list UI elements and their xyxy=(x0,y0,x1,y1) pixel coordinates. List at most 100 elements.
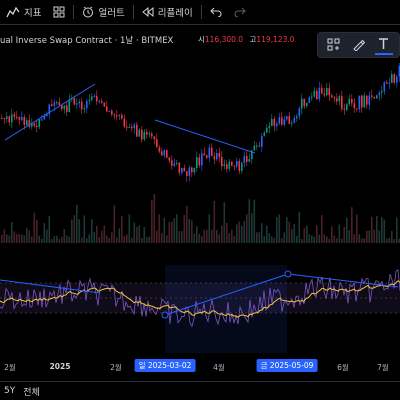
volume-bar xyxy=(236,224,238,243)
candle-body xyxy=(236,160,238,167)
volume-bar xyxy=(343,226,346,243)
volume-bar xyxy=(101,230,103,243)
candle-body xyxy=(198,157,201,166)
candle-body xyxy=(51,104,53,106)
volume-bar xyxy=(311,235,313,243)
candle-body xyxy=(148,133,151,135)
candle-body xyxy=(271,118,273,126)
volume-bar xyxy=(336,238,338,243)
volume-bar xyxy=(111,232,113,243)
volume-bar xyxy=(396,217,398,243)
candle-body xyxy=(163,150,166,156)
candle-body xyxy=(238,160,241,171)
trendline xyxy=(154,119,256,154)
candle-body xyxy=(188,167,191,176)
candle-body xyxy=(226,164,228,169)
volume-bar xyxy=(131,237,133,243)
volume-bar xyxy=(48,216,51,243)
text-tool-button[interactable] xyxy=(374,35,393,55)
volume-bar xyxy=(26,227,28,243)
candle-body xyxy=(321,87,323,94)
candle-body xyxy=(316,90,318,100)
candle-body xyxy=(3,118,6,120)
candle-body xyxy=(283,119,286,125)
candle-body xyxy=(336,98,338,102)
candle-body xyxy=(133,124,136,129)
candle-body xyxy=(123,118,126,127)
volume-bar xyxy=(316,225,318,243)
brush-tool-button[interactable] xyxy=(350,35,368,55)
candle-body xyxy=(281,117,283,125)
candle-body xyxy=(113,114,116,116)
object-tree-button[interactable] xyxy=(325,35,343,55)
open-value: 116,300.0 xyxy=(204,35,244,44)
candle-body xyxy=(118,114,121,116)
candle-body xyxy=(201,153,203,166)
indicators-label: 지표 xyxy=(24,8,42,19)
candle-body xyxy=(208,147,211,158)
time-axis[interactable]: 2월 2025 2월 일 2025-03-02 4월 금 2025-05-09 … xyxy=(0,356,400,378)
range-start-chip[interactable]: 일 2025-03-02 xyxy=(134,359,196,372)
volume-bar xyxy=(356,214,358,243)
brush-icon xyxy=(352,36,366,55)
volume-bar xyxy=(256,232,258,243)
range-button-5y[interactable]: 5Y xyxy=(4,386,16,396)
undo-button[interactable] xyxy=(204,0,228,25)
volume-bar xyxy=(186,205,188,243)
candle-body xyxy=(351,99,353,104)
candle-body xyxy=(303,98,306,107)
candle-body xyxy=(68,99,71,113)
trendline-handle[interactable] xyxy=(284,270,292,278)
candle-body xyxy=(166,150,168,158)
replay-button[interactable]: 리플레이 xyxy=(136,0,199,25)
volume-bar xyxy=(178,231,181,243)
volume-bar xyxy=(301,238,303,243)
price-chart[interactable] xyxy=(0,25,400,377)
alert-clock-icon xyxy=(82,6,94,18)
volume-bar xyxy=(3,229,6,243)
volume-bar xyxy=(51,238,53,243)
candle-body xyxy=(18,117,21,120)
volume-bar xyxy=(321,214,323,243)
trendline xyxy=(0,279,101,294)
candle-body xyxy=(91,96,93,100)
volume-bar xyxy=(288,221,291,243)
layout-grid-button[interactable] xyxy=(47,0,71,25)
candle-body xyxy=(143,131,146,140)
volume-bar xyxy=(223,202,226,243)
volume-bar xyxy=(13,231,16,243)
candle-body xyxy=(153,136,156,140)
candle-body xyxy=(28,120,31,127)
volume-bar xyxy=(161,232,163,243)
trendline xyxy=(287,273,399,288)
candle-body xyxy=(196,157,198,169)
candle-body xyxy=(333,97,336,99)
date-range-bar: 5Y 전체 xyxy=(0,381,400,400)
volume-bar xyxy=(66,235,68,243)
candle-body xyxy=(131,126,133,129)
candle-body xyxy=(36,125,38,128)
ohlc-readout: 시116,300.0 고119,123.0 xyxy=(198,34,299,45)
indicators-icon xyxy=(6,6,20,18)
candle-body xyxy=(41,119,43,121)
volume-bar xyxy=(96,225,98,243)
volume-bar xyxy=(183,215,186,243)
replay-label: 리플레이 xyxy=(157,8,193,19)
candle-body xyxy=(181,167,183,173)
candle-body xyxy=(291,122,293,124)
candle-body xyxy=(308,97,311,103)
volume-bar xyxy=(123,235,126,243)
volume-bar xyxy=(113,205,116,243)
candle-body xyxy=(383,82,386,92)
candle-body xyxy=(381,91,383,93)
trendline-handle[interactable] xyxy=(161,311,169,319)
candle-body xyxy=(378,92,381,96)
alert-button[interactable]: 얼러트 xyxy=(76,0,130,25)
chart-area[interactable]: ual Inverse Swap Contract · 1날 · BITMEX … xyxy=(0,25,400,377)
candle-body xyxy=(63,105,66,109)
range-button-all[interactable]: 전체 xyxy=(23,387,40,398)
volume-bar xyxy=(251,213,253,243)
redo-button[interactable] xyxy=(228,0,252,25)
range-end-chip[interactable]: 금 2025-05-09 xyxy=(256,359,318,372)
indicators-button[interactable]: 지표 xyxy=(0,0,47,25)
